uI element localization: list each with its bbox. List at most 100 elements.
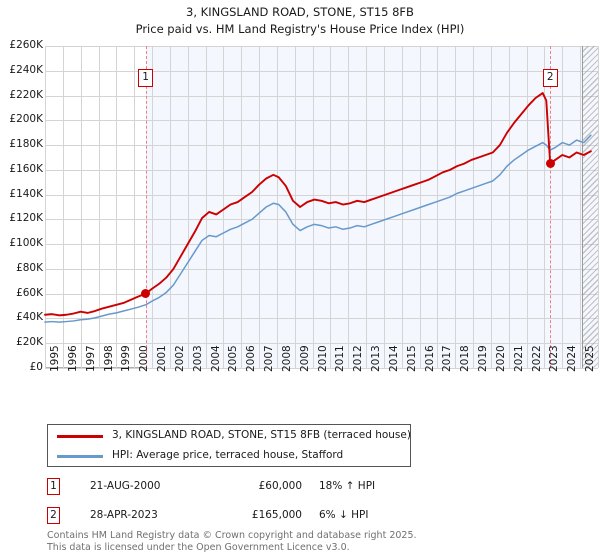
- x-axis-tick-label: 2019: [477, 345, 490, 372]
- transaction-date-1: 21-AUG-2000: [90, 480, 161, 492]
- gridline-vertical: [152, 46, 154, 368]
- series-line: [44, 134, 592, 323]
- gridline-vertical: [348, 46, 350, 368]
- gridline-vertical: [276, 46, 278, 368]
- transaction-date-2: 28-APR-2023: [90, 509, 158, 521]
- x-axis-tick-label: 1998: [102, 345, 115, 372]
- x-axis-tick-label: 2016: [423, 345, 436, 372]
- gridline-vertical: [526, 46, 528, 368]
- copyright-footer: Contains HM Land Registry data © Crown c…: [47, 530, 587, 553]
- x-axis-tick-label: 2017: [441, 345, 454, 372]
- legend-label-series2: HPI: Average price, terraced house, Staf…: [112, 449, 344, 461]
- y-axis-tick-label: £40K: [16, 311, 43, 324]
- gridline-horizontal: [45, 293, 598, 295]
- x-axis-tick-label: 1995: [49, 345, 61, 372]
- x-axis-tick-label: 1996: [66, 345, 79, 372]
- x-axis-tick-label: 2004: [209, 345, 222, 372]
- series-line: [44, 92, 592, 317]
- gridline-vertical: [134, 46, 136, 368]
- y-axis-tick-label: £20K: [16, 336, 43, 349]
- gridline-horizontal: [45, 120, 598, 122]
- transaction-price-1: £60,000: [258, 480, 302, 492]
- x-axis-tick-label: 2015: [405, 345, 418, 372]
- gridline-horizontal: [45, 343, 598, 345]
- gridline-vertical: [62, 46, 64, 368]
- sale-flag-2[interactable]: 2: [542, 69, 558, 87]
- x-axis-tick-label: 2001: [156, 345, 169, 372]
- legend-swatch-series1: [57, 435, 103, 438]
- gridline-vertical: [312, 46, 314, 368]
- x-axis-tick-label: 2018: [459, 345, 472, 372]
- gridline-horizontal: [45, 368, 598, 369]
- page-title: 3, KINGSLAND ROAD, STONE, ST15 8FB: [186, 5, 414, 19]
- gridline-vertical: [598, 46, 599, 368]
- transaction-price-2: £165,000: [251, 509, 302, 521]
- transaction-marker-2: 2: [47, 507, 60, 524]
- x-axis-tick-label: 2024: [566, 345, 579, 372]
- gridline-vertical: [366, 46, 368, 368]
- transaction-row-1: 1 21-AUG-2000 £60,000 18% ↑ HPI: [47, 477, 477, 499]
- event-vertical-line-2: [550, 46, 552, 368]
- x-axis-tick-label: 2005: [227, 345, 240, 372]
- gridline-vertical: [508, 46, 510, 368]
- sale-point-2[interactable]: [545, 159, 555, 169]
- transaction-hpi-delta-1: 18% ↑ HPI: [319, 480, 376, 492]
- gridline-vertical: [169, 46, 171, 368]
- gridline-horizontal: [45, 244, 598, 246]
- x-axis-tick-label: 1999: [120, 345, 133, 372]
- gridline-horizontal: [45, 219, 598, 221]
- ownership-period-tint: [145, 46, 598, 368]
- y-axis-tick-label: £240K: [9, 63, 43, 76]
- gridline-vertical: [437, 46, 439, 368]
- x-axis-tick-label: 2010: [316, 345, 329, 372]
- x-axis-tick-label: 2006: [245, 345, 258, 372]
- y-axis-tick-label: £260K: [9, 39, 43, 51]
- y-axis-tick-label: £80K: [16, 261, 43, 274]
- x-axis-tick-label: 2003: [191, 345, 204, 372]
- gridline-horizontal: [45, 70, 598, 72]
- gridline-horizontal: [45, 318, 598, 320]
- x-axis-tick-label: 2021: [512, 345, 525, 372]
- x-axis-tick-label: 2007: [263, 345, 276, 372]
- sale-point-1[interactable]: [141, 289, 151, 299]
- transaction-hpi-delta-2: 6% ↓ HPI: [319, 509, 369, 521]
- gridline-horizontal: [45, 268, 598, 270]
- y-axis-tick-label: £60K: [16, 286, 43, 299]
- gridline-vertical: [223, 46, 225, 368]
- y-axis-tick-label: £200K: [9, 113, 43, 126]
- x-axis-tick-label: 2011: [334, 345, 347, 372]
- x-axis-tick-label: 2020: [494, 345, 507, 372]
- y-axis-tick-label: £120K: [9, 212, 43, 225]
- x-axis-tick-label: 2025: [584, 345, 597, 372]
- gridline-vertical: [401, 46, 403, 368]
- chart-title-block: 3, KINGSLAND ROAD, STONE, ST15 8FB Price…: [0, 4, 600, 38]
- gridline-vertical: [241, 46, 243, 368]
- transaction-marker-1: 1: [47, 478, 60, 495]
- y-axis-tick-label: £100K: [9, 237, 43, 250]
- gridline-vertical: [116, 46, 118, 368]
- gridline-vertical: [98, 46, 100, 368]
- gridline-vertical: [259, 46, 261, 368]
- projected-data-hatch: [581, 46, 598, 368]
- x-axis-tick-label: 2012: [352, 345, 365, 372]
- gridline-vertical: [544, 46, 546, 368]
- gridline-vertical: [490, 46, 492, 368]
- y-axis-tick-label: £220K: [9, 88, 43, 101]
- gridline-horizontal: [45, 46, 598, 47]
- gridline-vertical: [187, 46, 189, 368]
- sale-flag-1[interactable]: 1: [138, 69, 154, 87]
- gridline-horizontal: [45, 95, 598, 97]
- x-axis-tick-label: 2013: [370, 345, 383, 372]
- y-axis-tick-label: £0: [29, 361, 43, 373]
- chart-legend: 3, KINGSLAND ROAD, STONE, ST15 8FB (terr…: [47, 424, 411, 467]
- x-axis-tick-label: 2014: [387, 345, 400, 372]
- x-axis-tick-label: 2023: [548, 345, 561, 372]
- gridline-vertical: [455, 46, 457, 368]
- gridline-vertical: [80, 46, 82, 368]
- legend-row-series2: HPI: Average price, terraced house, Staf…: [48, 446, 410, 467]
- y-axis-tick-label: £160K: [9, 162, 43, 175]
- gridline-vertical: [580, 46, 582, 368]
- chart-series-lines: [44, 92, 592, 323]
